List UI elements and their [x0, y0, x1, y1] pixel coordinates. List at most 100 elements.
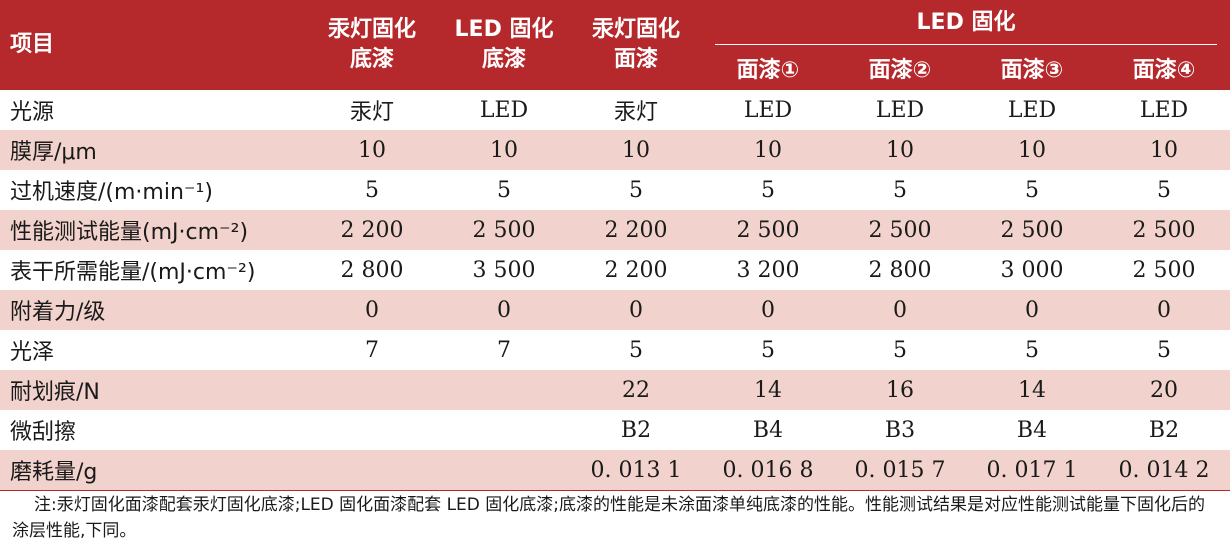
table-cell: LED: [875, 97, 925, 123]
table-cell: B2: [1148, 417, 1180, 443]
table-cell: 2 500: [702, 210, 834, 250]
table-cell: LED: [1139, 97, 1189, 123]
table-cell: 5: [629, 337, 643, 363]
table-row: 表干所需能量/(mJ·cm⁻²) 2 800 3 500 2 200 3 200 2 80…: [0, 250, 1230, 290]
table-cell: 2 200: [604, 257, 668, 283]
table-cell: 2 500: [438, 210, 570, 250]
row-label: 耐划痕/N: [0, 370, 306, 410]
table-cell: 20: [1098, 370, 1230, 410]
row-label: 膜厚/μm: [0, 130, 306, 170]
table-cell: 10: [306, 130, 438, 170]
row-label: 光源: [10, 100, 55, 125]
table-row: 耐划痕/N 22 14 16 14 20: [0, 370, 1230, 410]
table-cell: 0: [570, 290, 702, 330]
table-cell: 3 000: [1000, 257, 1064, 283]
table-cell: 5: [629, 177, 643, 203]
row-label: 附着力/级: [0, 290, 306, 330]
table-cell: 10: [1098, 130, 1230, 170]
table-cell: 0. 017 1: [966, 450, 1098, 491]
table-cell: 2 200: [570, 210, 702, 250]
table-cell: 5: [365, 177, 379, 203]
header-led-group: LED 固化: [702, 0, 1230, 52]
header-item: 项目: [0, 0, 306, 90]
table-cell: 2 800: [340, 257, 404, 283]
header-group-divider: [715, 44, 1217, 45]
table-row: 微刮擦 B2 B4 B3 B4 B2: [0, 410, 1230, 450]
table-cell: 10: [966, 130, 1098, 170]
table-cell: 2 500: [966, 210, 1098, 250]
performance-table: 项目 汞灯固化 底漆 LED 固化 底漆 汞灯固化 面漆 LED 固化: [0, 0, 1230, 491]
table-row: 附着力/级 0 0 0 0 0 0 0: [0, 290, 1230, 330]
header-mercury-topcoat: 汞灯固化 面漆: [570, 0, 702, 90]
row-label: 微刮擦: [10, 420, 77, 445]
header-line: 汞灯固化: [327, 17, 416, 42]
header-line: LED 固化: [454, 17, 554, 42]
table-cell: 3 500: [472, 257, 536, 283]
row-label: 光泽: [10, 340, 55, 365]
table-cell: 汞灯: [349, 100, 394, 125]
table-row: 光泽 7 7 5 5 5 5 5: [0, 330, 1230, 370]
table-cell: 0. 014 2: [1098, 450, 1230, 491]
table-cell: 14: [702, 370, 834, 410]
table-cell: 5: [893, 337, 907, 363]
table-cell: 5: [761, 337, 775, 363]
table-cell: 0. 015 7: [834, 450, 966, 491]
table-cell: 7: [365, 337, 379, 363]
table-cell: [306, 370, 438, 410]
table-cell: 汞灯: [613, 100, 658, 125]
table-cell: 5: [1025, 337, 1039, 363]
row-label: 磨耗量/g: [0, 450, 306, 491]
header-led-topcoat: 面漆②: [834, 52, 966, 90]
header-led-primer: LED 固化 底漆: [438, 0, 570, 90]
table-cell: 0: [702, 290, 834, 330]
table-cell: 22: [570, 370, 702, 410]
table-cell: LED: [1007, 97, 1057, 123]
header-line: 底漆: [481, 47, 526, 72]
header-led-topcoat: 面漆①: [702, 52, 834, 90]
table-cell: 2 500: [1098, 210, 1230, 250]
table-cell: [306, 450, 438, 491]
table-row: 光源 汞灯 LED 汞灯 LED LED LED LED: [0, 90, 1230, 130]
row-label: 过机速度/(m·min⁻¹): [10, 180, 213, 205]
table-cell: 2 200: [306, 210, 438, 250]
table-cell: 0: [306, 290, 438, 330]
table-cell: 0: [966, 290, 1098, 330]
table-body: 光源 汞灯 LED 汞灯 LED LED LED LED 膜厚/μm 10 10 10 10 10 10 10…: [0, 90, 1230, 491]
header-led-topcoat: 面漆③: [966, 52, 1098, 90]
table-row: 膜厚/μm 10 10 10 10 10 10 10: [0, 130, 1230, 170]
table-cell: 0. 013 1: [570, 450, 702, 491]
table-cell: 10: [570, 130, 702, 170]
row-label: 表干所需能量/(mJ·cm⁻²): [10, 260, 256, 285]
table-cell: [306, 410, 438, 450]
table-cell: 10: [438, 130, 570, 170]
table-cell: 10: [834, 130, 966, 170]
row-label: 性能测试能量(mJ·cm⁻²): [0, 210, 306, 250]
table-cell: 14: [966, 370, 1098, 410]
table-cell: 10: [702, 130, 834, 170]
table-cell: [438, 450, 570, 491]
table-cell: [438, 410, 570, 450]
table-row: 磨耗量/g 0. 013 1 0. 016 8 0. 015 7 0. 017 1 0. …: [0, 450, 1230, 491]
table-cell: 3 200: [736, 257, 800, 283]
table-cell: 5: [1025, 177, 1039, 203]
header-led-topcoat: 面漆④: [1098, 52, 1230, 90]
table-cell: B3: [884, 417, 916, 443]
header-line: 底漆: [349, 47, 394, 72]
header-line: 面漆: [613, 47, 658, 72]
table-row: 过机速度/(m·min⁻¹) 5 5 5 5 5 5 5: [0, 170, 1230, 210]
header-mercury-primer: 汞灯固化 底漆: [306, 0, 438, 90]
table-cell: 0: [834, 290, 966, 330]
header-led-group-label: LED 固化: [916, 10, 1016, 35]
table-row: 性能测试能量(mJ·cm⁻²) 2 200 2 500 2 200 2 500 2 500…: [0, 210, 1230, 250]
table-cell: 5: [1157, 177, 1172, 203]
table-cell: 5: [893, 177, 907, 203]
table-cell: B2: [620, 417, 652, 443]
table-cell: 0: [438, 290, 570, 330]
header-line: 汞灯固化: [591, 17, 680, 42]
table-cell: 2 500: [1132, 257, 1196, 283]
table-cell: 2 800: [868, 257, 932, 283]
table-header: 项目 汞灯固化 底漆 LED 固化 底漆 汞灯固化 面漆 LED 固化: [0, 0, 1230, 90]
table-note: 注:汞灯固化面漆配套汞灯固化底漆;LED 固化面漆配套 LED 固化底漆;底漆的…: [12, 495, 1205, 541]
table-cell: 7: [497, 337, 511, 363]
table-cell: 2 500: [834, 210, 966, 250]
